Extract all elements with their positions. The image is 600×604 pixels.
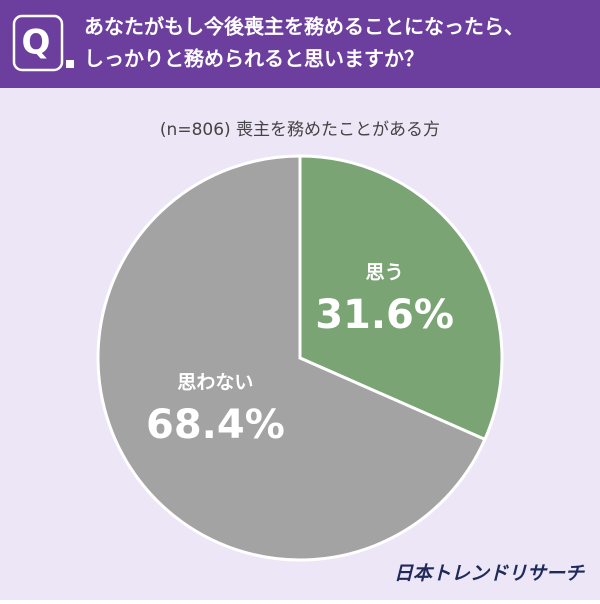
q-dot (66, 60, 74, 68)
subtitle: (n=806) 喪主を務めたことがある方 (160, 120, 440, 140)
value-label: 31.6% (315, 292, 454, 338)
source: 日本トレンドリサーチ (394, 563, 585, 585)
slice-label: 思う (366, 261, 404, 283)
title-line-1: あなたがもし今後喪主を務めることになったら、 (84, 15, 524, 39)
value-label: 68.4% (146, 402, 285, 448)
q-icon-frame (12, 14, 64, 72)
slice-label: 思わない (177, 372, 253, 394)
pie-slice (298, 154, 504, 442)
q-icon: Q (22, 23, 51, 63)
header (0, 0, 600, 88)
pie: 思う 31.6% 思わない 68.4% (96, 154, 504, 562)
title-line-2: しっかりと務められると思いますか？ (84, 47, 424, 71)
pie-slice (96, 154, 487, 562)
